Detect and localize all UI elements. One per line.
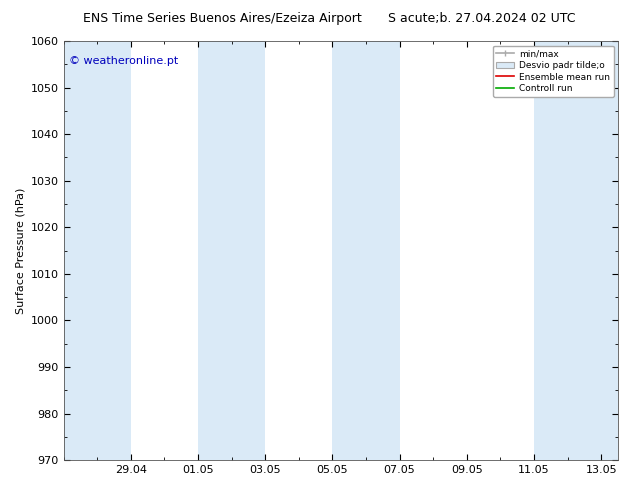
Y-axis label: Surface Pressure (hPa): Surface Pressure (hPa) bbox=[15, 187, 25, 314]
Text: © weatheronline.pt: © weatheronline.pt bbox=[69, 56, 178, 66]
Bar bbox=[534, 41, 618, 460]
Text: ENS Time Series Buenos Aires/Ezeiza Airport: ENS Time Series Buenos Aires/Ezeiza Airp… bbox=[82, 12, 361, 25]
Bar bbox=[332, 41, 399, 460]
Text: S acute;b. 27.04.2024 02 UTC: S acute;b. 27.04.2024 02 UTC bbox=[388, 12, 576, 25]
Bar bbox=[198, 41, 265, 460]
Bar bbox=[63, 41, 131, 460]
Legend: min/max, Desvio padr tilde;o, Ensemble mean run, Controll run: min/max, Desvio padr tilde;o, Ensemble m… bbox=[493, 46, 614, 97]
